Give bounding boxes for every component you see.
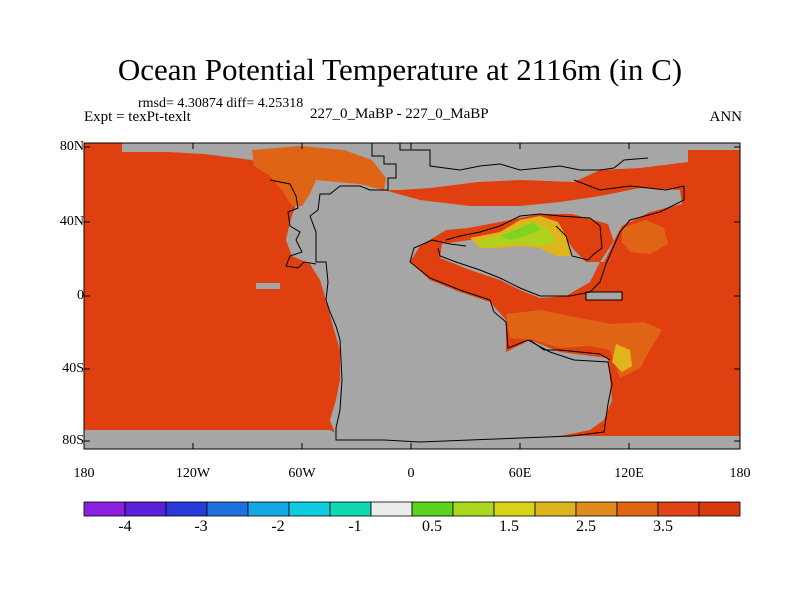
colorbar-swatch [329, 501, 372, 517]
colorbar-swatch [165, 501, 208, 517]
colorbar-label: -4 [118, 518, 132, 535]
colorbar-swatch [83, 501, 126, 517]
x-tick-label: 0 [407, 466, 415, 481]
colorbar-swatch [452, 501, 495, 517]
comparison-label: 227_0_MaBP - 227_0_MaBP [310, 106, 489, 122]
figure-title: Ocean Potential Temperature at 2116m (in… [117, 52, 683, 87]
x-tick-label: 60W [288, 466, 316, 481]
colorbar-label: -3 [194, 518, 208, 535]
x-tick-label: 120E [614, 466, 644, 481]
colorbar-label: 0.5 [422, 518, 442, 535]
colorbar-label: -1 [348, 518, 362, 535]
y-tick-label: 80S [62, 433, 84, 448]
x-tick-label: 120W [175, 466, 211, 481]
colorbar-swatch [575, 501, 618, 517]
colorbar-swatch [411, 501, 454, 517]
x-tick-label: 60E [508, 466, 532, 481]
axis-ticks [83, 143, 741, 449]
colorbar-swatch [124, 501, 167, 517]
stats-label: rmsd= 4.30874 diff= 4.25318 [138, 96, 304, 111]
colorbar-swatch [698, 501, 741, 517]
colorbar-label: 2.5 [576, 518, 596, 535]
experiment-label: Expt = texPt-texlt [84, 109, 191, 125]
colorbar-swatch [288, 501, 331, 517]
season-label: ANN [709, 109, 743, 125]
colorbar-label: 3.5 [653, 518, 673, 535]
y-tick-label: 0 [77, 288, 84, 303]
colorbar-swatch [534, 501, 577, 517]
x-tick-label: 180 [73, 466, 95, 481]
warm-anomaly-patches [252, 146, 668, 378]
coastlines [269, 143, 685, 443]
colorbar-swatch [616, 501, 659, 517]
colorbar-swatch [247, 501, 290, 517]
colorbar-label: 1.5 [499, 518, 519, 535]
colorbar-swatch [493, 501, 536, 517]
y-tick-label: 40S [62, 361, 84, 376]
colorbar [83, 501, 741, 517]
colorbar-label: -2 [271, 518, 285, 535]
x-tick-label: 180 [729, 466, 751, 481]
y-tick-label: 80N [59, 139, 84, 154]
colorbar-swatch [206, 501, 249, 517]
colorbar-swatch [657, 501, 700, 517]
colorbar-swatch [370, 501, 413, 517]
y-tick-label: 40N [59, 214, 84, 229]
